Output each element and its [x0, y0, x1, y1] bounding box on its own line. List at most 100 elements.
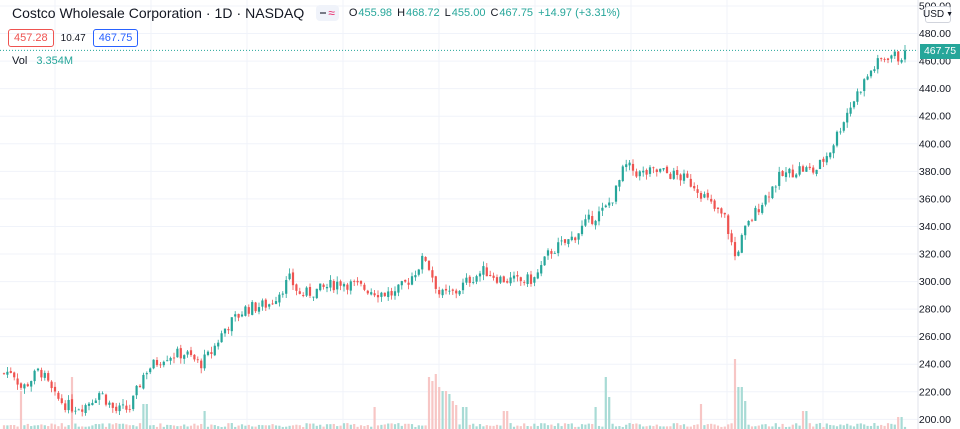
- ask-price-button[interactable]: 467.75: [92, 29, 139, 47]
- volume-bar: [478, 424, 482, 429]
- candle-body: [516, 275, 519, 277]
- volume-bar: [737, 387, 740, 429]
- candle-body: [251, 302, 254, 315]
- volume-bar: [220, 426, 223, 429]
- volume-bar: [206, 426, 210, 429]
- price-tick-label: 300.00: [919, 276, 951, 288]
- candle-body: [577, 233, 580, 240]
- candle-body: [815, 169, 818, 174]
- volume-bar: [710, 423, 713, 429]
- candle-body: [540, 265, 543, 274]
- volume-bar: [815, 423, 818, 429]
- candle-body: [699, 192, 703, 199]
- candle-body: [774, 186, 777, 188]
- volume-bar: [346, 423, 349, 429]
- volume-bar: [784, 426, 788, 429]
- volume-bar: [455, 405, 458, 429]
- candle-body: [506, 281, 509, 283]
- candle-body: [903, 50, 907, 60]
- candle-body: [19, 383, 23, 388]
- symbol-name[interactable]: Costco Wholesale Corporation: [12, 5, 202, 21]
- currency-selector[interactable]: USD ▼: [923, 6, 953, 23]
- volume-bar: [421, 425, 424, 429]
- candle-body: [111, 402, 114, 408]
- candle-body: [393, 291, 397, 296]
- volume-bar: [764, 424, 767, 429]
- candle-body: [682, 173, 686, 181]
- volume-bar: [863, 424, 866, 429]
- candle-body: [47, 373, 50, 381]
- volume-bar: [618, 426, 621, 429]
- indicator-icon[interactable]: ≈: [316, 5, 339, 21]
- volume-bar: [353, 423, 356, 429]
- candle-body: [305, 287, 308, 296]
- volume-bar: [529, 426, 533, 429]
- volume-bar: [274, 425, 278, 429]
- volume-bar: [679, 425, 682, 429]
- candle-body: [594, 220, 597, 226]
- candle-body: [13, 372, 16, 378]
- volume-bar: [648, 425, 652, 429]
- candle-body: [278, 294, 281, 303]
- price-tick-label: 380.00: [919, 166, 951, 178]
- volume-bar: [19, 391, 23, 429]
- candle-body: [597, 211, 601, 222]
- candle-body: [421, 255, 424, 270]
- candle-body: [557, 242, 560, 254]
- interval[interactable]: 1D: [214, 5, 233, 21]
- volume-bar: [257, 424, 261, 429]
- price-scale-ticks[interactable]: 200.00 220.00 240.00 260.00 280.00 300.00 320.…: [919, 1, 951, 426]
- volume-bar: [121, 423, 125, 429]
- candle-body: [563, 239, 567, 243]
- candle-body: [77, 409, 80, 411]
- bid-price-button[interactable]: 457.28: [8, 29, 54, 47]
- candle-body: [614, 185, 618, 202]
- price-tick-label: 260.00: [919, 331, 951, 343]
- volume-bar: [893, 424, 896, 429]
- volume-bar: [370, 426, 373, 429]
- price-tick-label: 240.00: [919, 359, 951, 371]
- volume-bar: [186, 426, 189, 429]
- candle-body: [560, 240, 563, 242]
- candle-body: [822, 158, 825, 162]
- volume-bar: [210, 424, 213, 429]
- volume-bar: [461, 407, 465, 429]
- candle-body: [635, 171, 638, 177]
- candle-body: [217, 342, 220, 347]
- volume-bar: [118, 423, 121, 429]
- volume-bar: [57, 426, 60, 429]
- volume-bar: [805, 411, 808, 429]
- candle-body: [30, 381, 33, 387]
- candle-body: [533, 277, 536, 283]
- candle-body: [543, 256, 546, 266]
- volume-bar: [179, 425, 182, 429]
- volume-bar: [608, 397, 611, 429]
- volume-bar: [400, 425, 403, 429]
- candle-body: [825, 156, 828, 163]
- volume-bar: [574, 426, 577, 429]
- candle-body: [118, 405, 121, 412]
- candle-body: [274, 301, 278, 304]
- candle-body: [730, 233, 733, 243]
- volume-bar: [900, 417, 903, 429]
- volume-bar: [298, 425, 301, 429]
- volume-legend[interactable]: Vol 3.354M: [12, 55, 73, 67]
- volume-bar: [200, 423, 203, 429]
- candle-body: [727, 215, 730, 235]
- symbol-legend[interactable]: Costco Wholesale Corporation · 1D · NASD…: [12, 5, 620, 21]
- price-change: +14.97 (+3.31%): [538, 7, 621, 19]
- candle-body: [788, 168, 791, 174]
- candle-body: [70, 399, 74, 412]
- volume-bar: [94, 423, 97, 429]
- volume-value: 3.354M: [36, 55, 74, 67]
- candle-body: [159, 364, 162, 366]
- candle-body: [353, 281, 356, 282]
- candle-body: [798, 166, 801, 175]
- candle-body: [36, 368, 40, 371]
- candle-body: [84, 405, 87, 414]
- volume-bar: [77, 426, 80, 429]
- dash-icon: [320, 12, 327, 14]
- volume-bar: [801, 411, 805, 429]
- volume-bar: [193, 423, 196, 429]
